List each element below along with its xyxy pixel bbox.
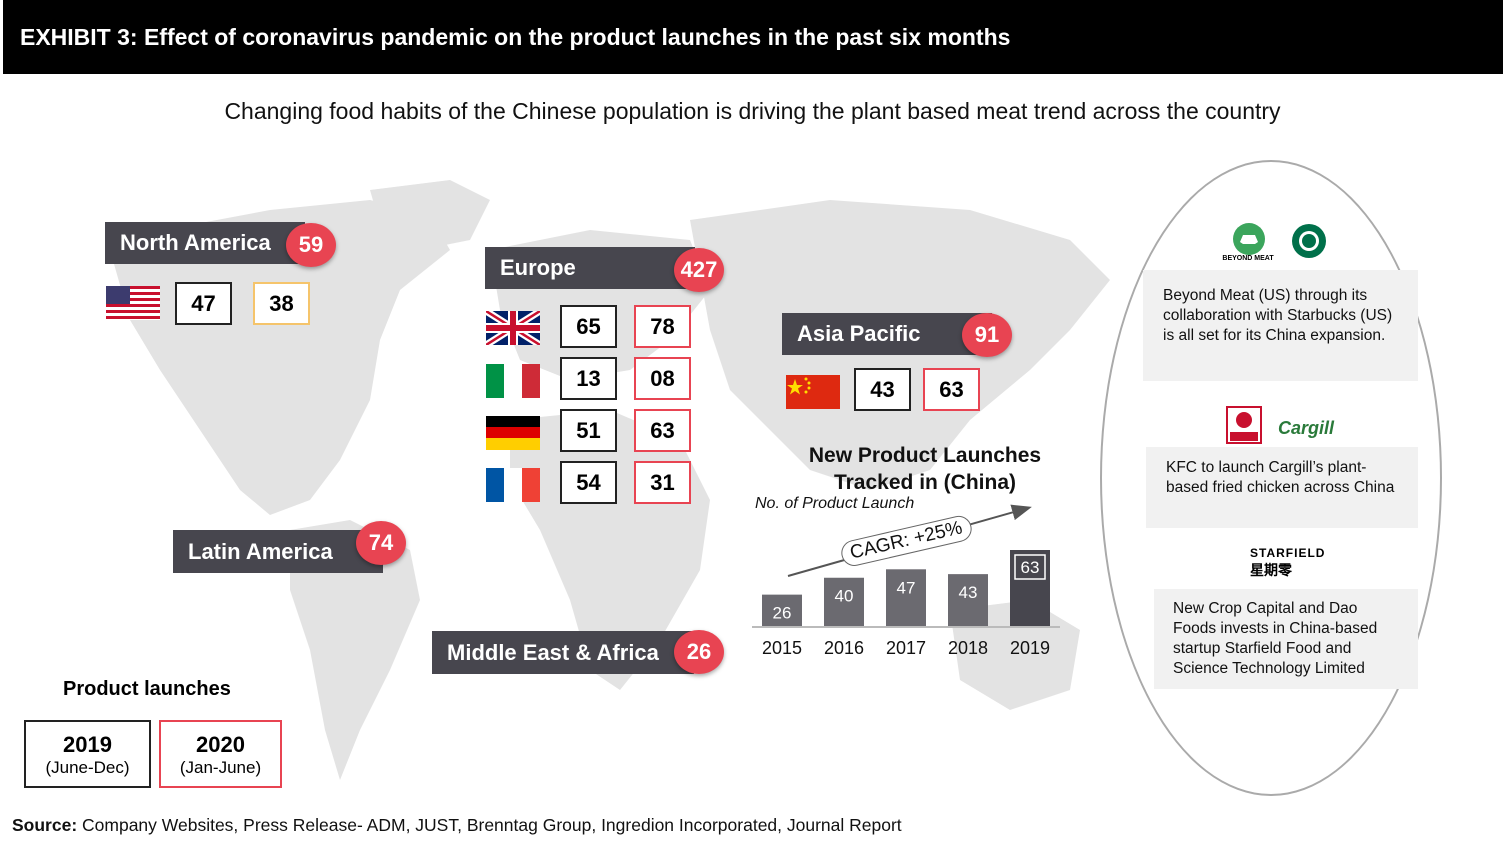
bar-2018	[948, 574, 988, 626]
legend-item-2019: 2019 (June-Dec)	[24, 720, 151, 788]
bar-value-box	[1014, 554, 1046, 580]
x-tick-label: 2017	[886, 638, 926, 658]
eu-italy-2020-value: 08	[634, 357, 691, 400]
x-tick-label: 2019	[1010, 638, 1050, 658]
bar-value-label: 40	[835, 587, 854, 606]
region-label-middle-east-africa: Middle East & Africa	[432, 631, 694, 674]
region-label-latin-america: Latin America	[173, 530, 383, 573]
eu-uk-2019-value: 65	[560, 305, 617, 348]
ap-china-2020-value: 63	[923, 368, 980, 411]
china-flag	[786, 375, 840, 409]
chart-y-axis-label: No. of Product Launch	[755, 495, 915, 512]
bar-2017	[886, 569, 926, 626]
x-tick-label: 2018	[948, 638, 988, 658]
italy-flag	[486, 364, 540, 398]
news-card: New Crop Capital and Dao Foods invests i…	[1154, 589, 1418, 689]
ap-china-2019-value: 43	[854, 368, 911, 411]
bar-value-label: 43	[959, 583, 978, 602]
news-card: Beyond Meat (US) through its collaborati…	[1143, 270, 1418, 381]
source-note: Source: Company Websites, Press Release-…	[12, 815, 902, 835]
bar-2016	[824, 577, 864, 626]
uk-flag	[486, 311, 540, 345]
eu-france-2020-value: 31	[634, 461, 691, 504]
bar-2019	[1010, 550, 1050, 626]
region-total-badge: 427	[674, 248, 724, 292]
eu-uk-2020-value: 78	[634, 305, 691, 348]
bar-value-label: 63	[1021, 558, 1040, 577]
bar-value-label: 47	[897, 578, 916, 597]
exhibit-title: EXHIBIT 3: Effect of coronavirus pandemi…	[20, 24, 1011, 50]
legend-item-2020: 2020 (Jan-June)	[159, 720, 282, 788]
subtitle: Changing food habits of the Chinese popu…	[224, 98, 1281, 124]
eu-italy-2019-value: 13	[560, 357, 617, 400]
germany-flag	[486, 416, 540, 450]
beyond-meat-wordmark: BEYOND MEAT	[1222, 255, 1274, 262]
legend-title: Product launches	[63, 678, 231, 700]
starbucks-logo	[1292, 224, 1326, 258]
bar-value-label: 26	[773, 604, 792, 623]
cargill-logo: Cargill	[1278, 418, 1335, 438]
starfield-chinese-wordmark: 星期零	[1250, 562, 1292, 578]
na-usa-2020-value: 38	[253, 282, 310, 325]
x-tick-label: 2015	[762, 638, 802, 658]
header-bar	[3, 0, 1503, 74]
na-usa-2019-value: 47	[175, 282, 232, 325]
usa-flag	[106, 286, 160, 320]
eu-germany-2020-value: 63	[634, 409, 691, 452]
map-greenland	[370, 180, 490, 250]
eu-france-2019-value: 54	[560, 461, 617, 504]
france-flag	[486, 468, 540, 502]
starfield-logo: STARFIELD	[1250, 546, 1326, 560]
bar-chart: 26 2015 40 2016 47 2017 43 2018 63 2019	[752, 504, 1060, 658]
map-south-america	[290, 520, 420, 780]
region-total-badge: 59	[286, 223, 336, 267]
bar-2015	[762, 594, 802, 626]
region-label-europe: Europe	[485, 247, 695, 289]
map-north-america	[110, 200, 450, 515]
kfc-logo	[1226, 406, 1262, 444]
chart-title: New Product Launches Tracked in (China)	[808, 444, 1042, 494]
eu-germany-2019-value: 51	[560, 409, 617, 452]
region-label-asia-pacific: Asia Pacific	[782, 313, 992, 355]
region-total-badge: 26	[674, 630, 724, 674]
beyond-meat-logo	[1233, 223, 1265, 255]
news-ellipse	[1100, 160, 1442, 796]
x-tick-label: 2016	[824, 638, 864, 658]
region-label-north-america: North America	[105, 222, 305, 264]
news-card: KFC to launch Cargill’s plant-based frie…	[1146, 447, 1418, 528]
region-total-badge: 91	[962, 313, 1012, 357]
region-total-badge: 74	[356, 521, 406, 565]
